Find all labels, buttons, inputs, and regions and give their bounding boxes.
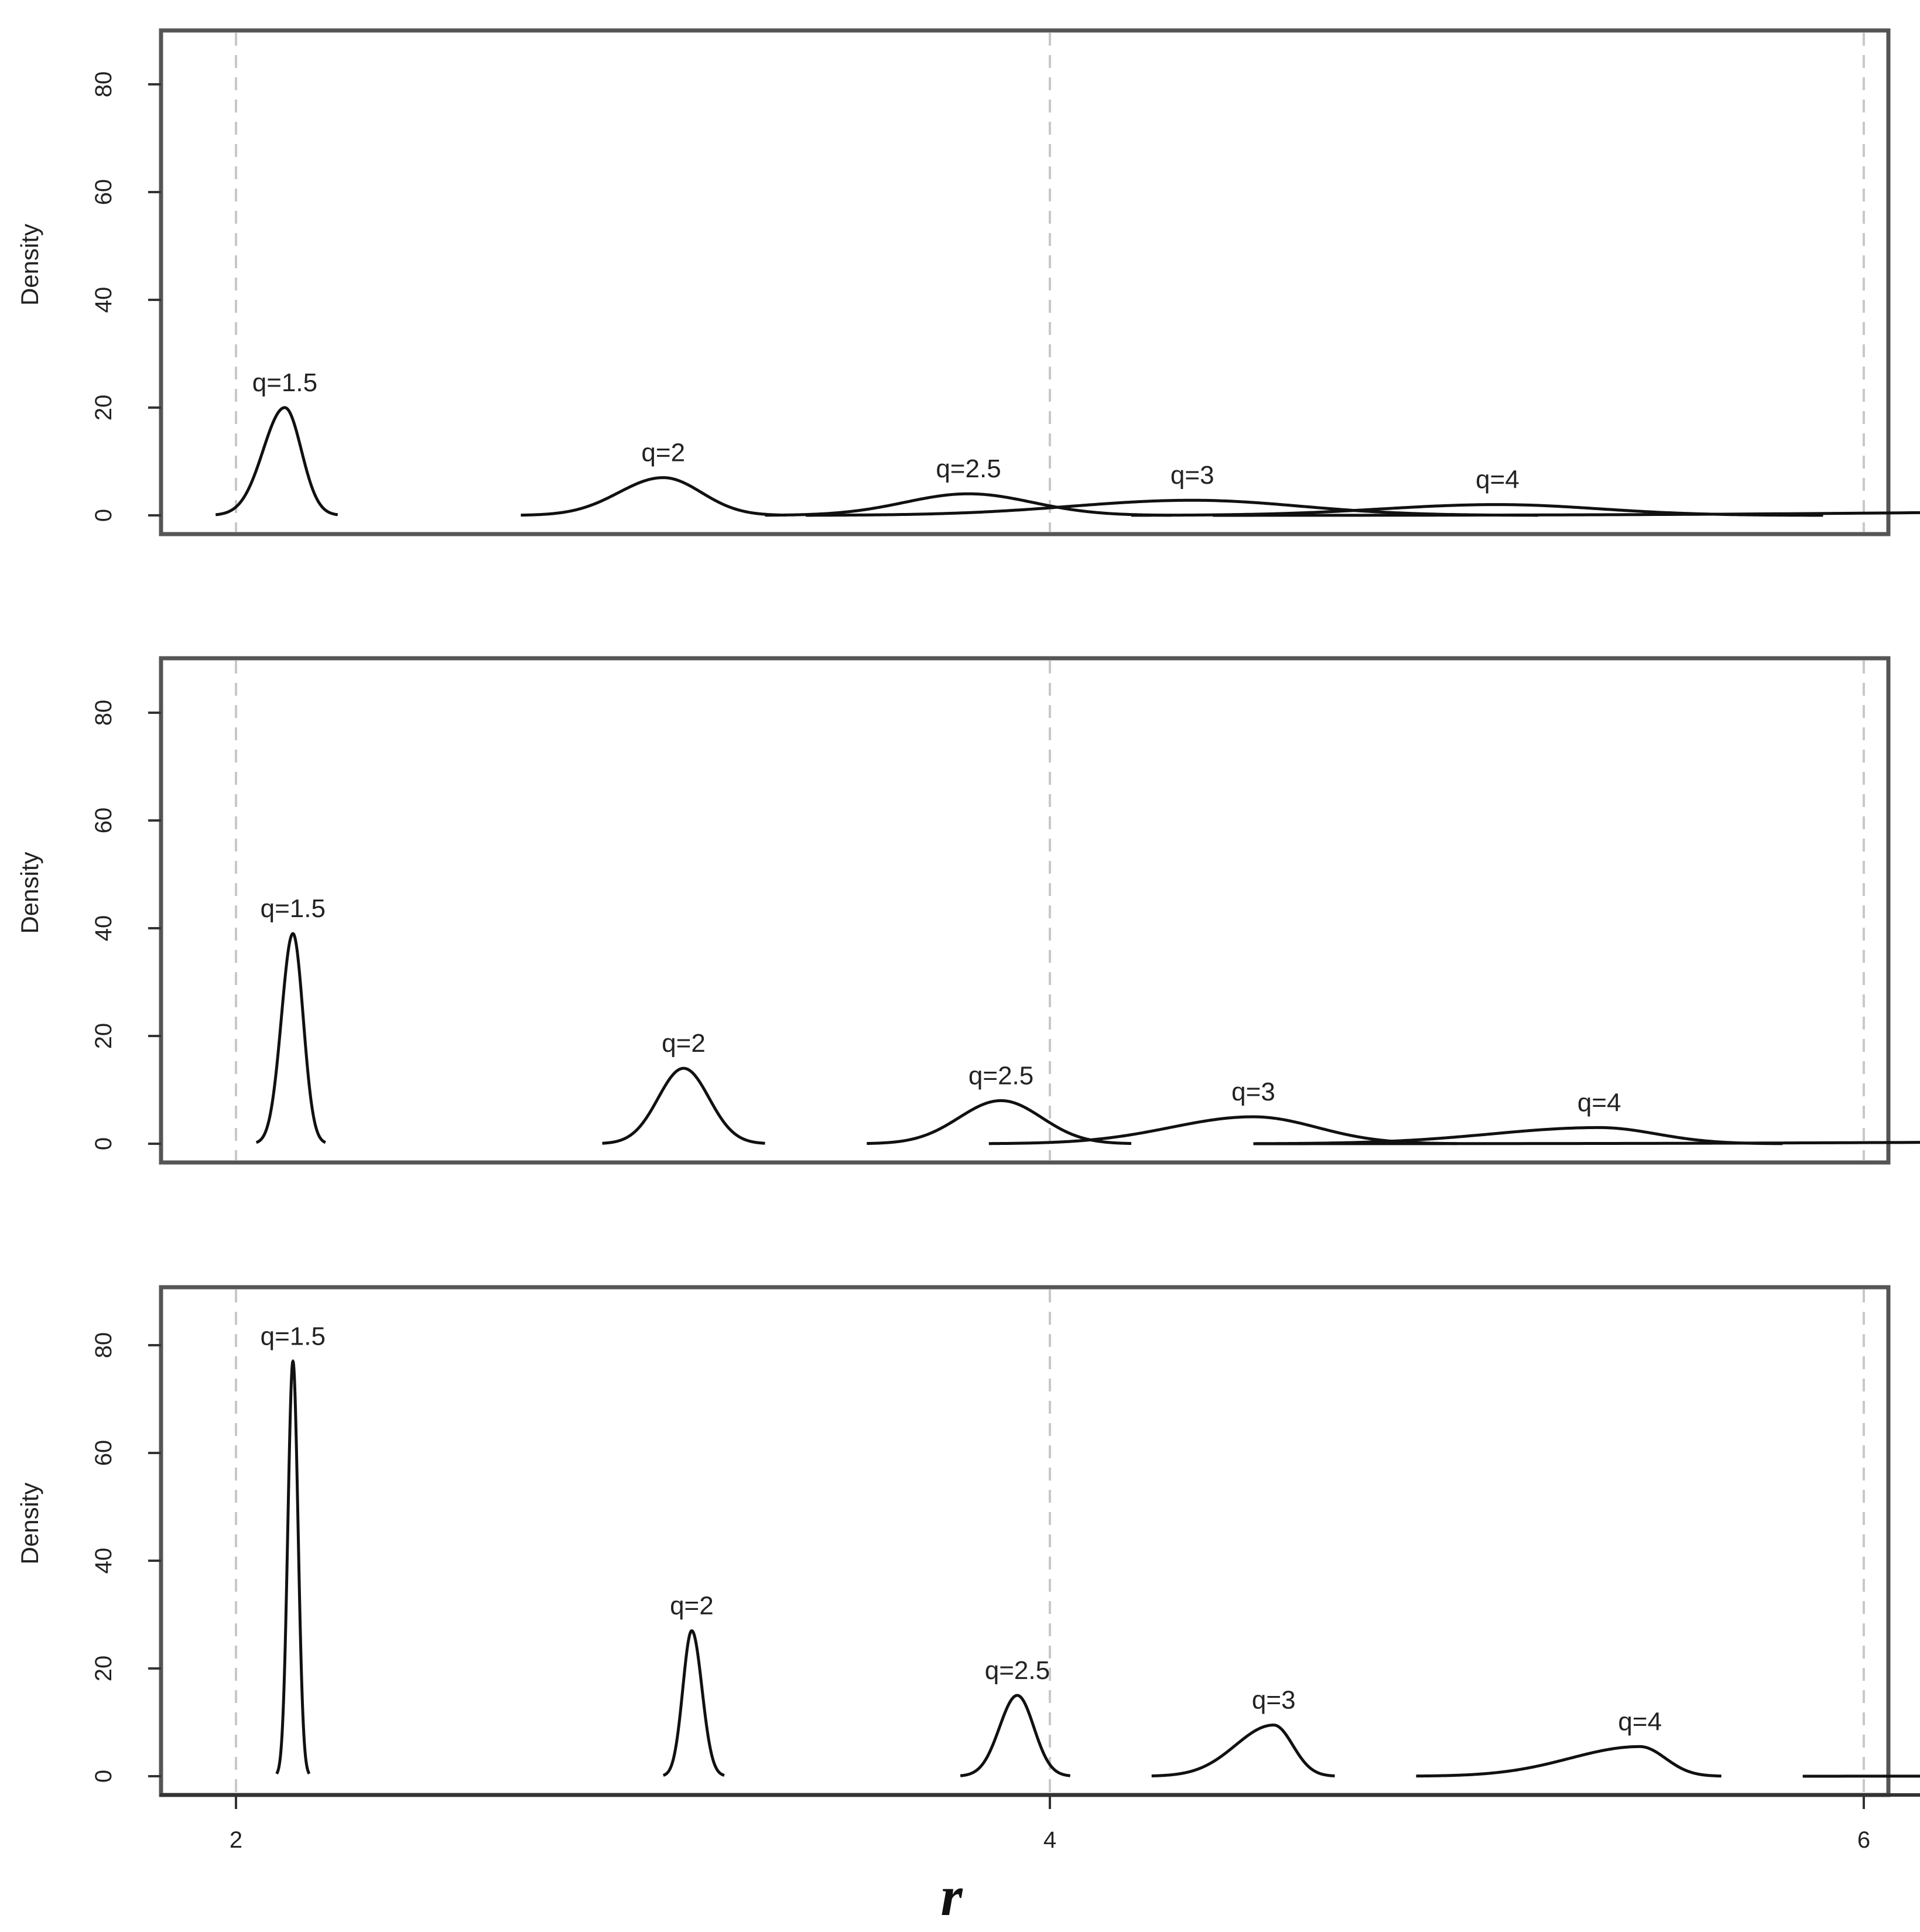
curve-label: q=3 xyxy=(1171,461,1214,490)
density-curve xyxy=(521,476,786,517)
density-curve xyxy=(275,1359,311,1775)
curve-label: q=2.5 xyxy=(936,454,1001,483)
curve-label: q=2 xyxy=(641,439,685,467)
density-curve xyxy=(1416,1745,1722,1778)
y-tick-label: 0 xyxy=(91,1137,117,1150)
density-curve xyxy=(602,1066,765,1145)
x-axis-label: r xyxy=(940,1865,963,1927)
curve-label: q=1.5 xyxy=(261,1322,326,1351)
y-axis-label: Density xyxy=(16,1482,43,1564)
y-tick-label: 0 xyxy=(91,1770,117,1783)
curve-label: q=4 xyxy=(1618,1707,1662,1736)
density-curve xyxy=(805,498,1539,517)
density-curve xyxy=(867,1099,1132,1145)
panels: 020406080Densityq=1.5q=2q=2.5q=3q=4q=Inf… xyxy=(16,28,1920,1797)
y-tick-label: 0 xyxy=(91,509,117,522)
y-tick-label: 60 xyxy=(91,179,117,206)
curve-label: q=1.5 xyxy=(261,894,326,923)
density-curve xyxy=(215,406,338,517)
density-curve xyxy=(765,492,1172,517)
panel-frame xyxy=(159,656,1891,1165)
density-curve xyxy=(988,1115,1457,1145)
density-curve xyxy=(1212,511,1920,517)
density-curve xyxy=(960,1694,1071,1777)
y-tick-label: 40 xyxy=(91,1548,117,1574)
curve-label: q=1.5 xyxy=(252,368,317,397)
curve-label: q=4 xyxy=(1476,466,1519,494)
y-axis-label: Density xyxy=(16,224,43,306)
density-curve xyxy=(1802,1774,1920,1778)
density-curve xyxy=(255,932,326,1144)
curve-label: q=2.5 xyxy=(985,1656,1050,1685)
x-tick-label: 4 xyxy=(1043,1827,1056,1853)
y-tick-label: 60 xyxy=(91,808,117,834)
y-tick-label: 40 xyxy=(91,287,117,313)
y-tick-label: 80 xyxy=(91,71,117,98)
curve-label: q=2 xyxy=(670,1592,714,1620)
density-curve xyxy=(1253,1141,1920,1145)
density-curve xyxy=(1151,1724,1335,1777)
x-tick-label: 2 xyxy=(230,1827,242,1853)
x-tick-label: 6 xyxy=(1857,1827,1870,1853)
curve-label: q=4 xyxy=(1577,1088,1621,1117)
y-tick-label: 20 xyxy=(91,395,117,421)
density-curve xyxy=(662,1629,725,1777)
curve-label: q=3 xyxy=(1252,1686,1296,1715)
curve-label: q=2 xyxy=(662,1029,706,1058)
y-tick-label: 20 xyxy=(91,1023,117,1049)
y-tick-label: 40 xyxy=(91,915,117,942)
panel-frame xyxy=(159,28,1891,536)
y-axis-label: Density xyxy=(16,852,43,933)
curve-label: q=2.5 xyxy=(968,1061,1033,1090)
y-tick-label: 80 xyxy=(91,700,117,726)
y-tick-label: 80 xyxy=(91,1332,117,1359)
y-tick-label: 20 xyxy=(91,1656,117,1682)
curve-label: q=3 xyxy=(1231,1078,1275,1106)
y-tick-label: 60 xyxy=(91,1440,117,1466)
x-axis: 246810 xyxy=(160,1793,1920,1853)
